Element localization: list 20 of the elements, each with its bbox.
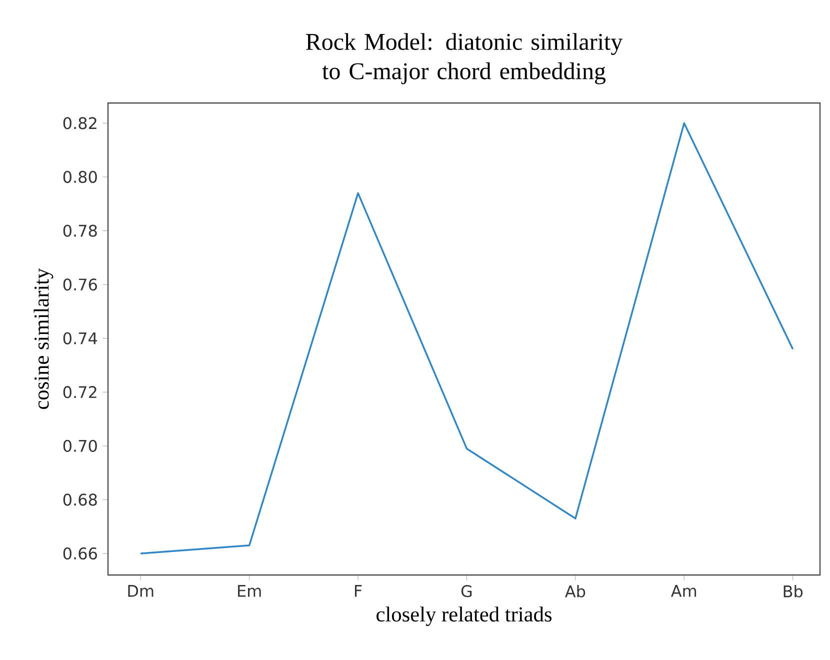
x-tick-label: G bbox=[461, 585, 472, 598]
x-tick-label: Bb bbox=[784, 585, 803, 598]
y-tick-label: 0.66 bbox=[63, 547, 97, 560]
y-tick-label: 0.70 bbox=[63, 440, 97, 452]
y-tick-label: 0.80 bbox=[63, 170, 97, 184]
y-tick-label: 0.76 bbox=[63, 278, 97, 291]
x-tick-label: Am bbox=[670, 585, 696, 597]
x-axis-title: closely related triads bbox=[376, 606, 552, 626]
y-tick-label: 0.72 bbox=[63, 386, 96, 398]
line-series bbox=[140, 122, 794, 554]
y-tick-label: 0.78 bbox=[63, 224, 97, 237]
y-tick-label: 0.68 bbox=[63, 494, 97, 506]
y-tick-label: 0.82 bbox=[63, 117, 96, 130]
x-tick-label: Ab bbox=[565, 585, 586, 598]
y-tick-label: 0.74 bbox=[63, 332, 98, 344]
chart-title: Rock Model: diatonic similarity to C-major chord embedding bbox=[306, 33, 623, 84]
y-axis-title: cosine similarity bbox=[34, 268, 54, 409]
x-tick-label: F bbox=[354, 585, 362, 597]
x-tick-label: Dm bbox=[128, 585, 154, 597]
x-tick-label: Em bbox=[238, 585, 261, 597]
